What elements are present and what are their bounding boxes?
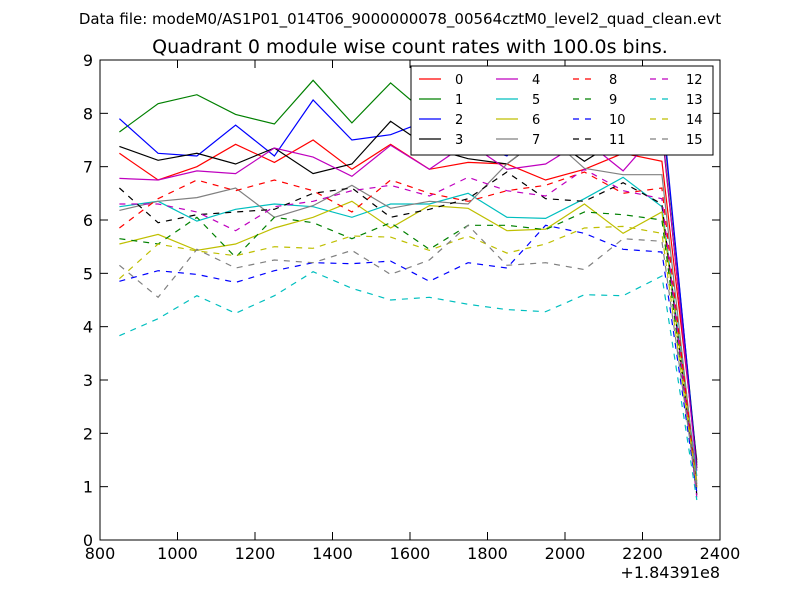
- legend-label-15: 15: [686, 133, 703, 148]
- x-tick-label: 2400: [700, 544, 741, 563]
- legend-label-0: 0: [455, 73, 463, 88]
- legend-label-14: 14: [686, 113, 703, 128]
- y-tick-label: 1: [83, 478, 93, 497]
- legend-label-13: 13: [686, 93, 703, 108]
- x-tick-label: 1400: [312, 544, 353, 563]
- x-tick-label: 1000: [157, 544, 198, 563]
- y-tick-label: 6: [83, 211, 93, 230]
- y-tick-label: 3: [83, 371, 93, 390]
- legend-label-7: 7: [532, 133, 540, 148]
- legend-label-9: 9: [609, 93, 617, 108]
- series-line-5: [119, 176, 698, 477]
- x-tick-label: 2000: [545, 544, 586, 563]
- legend-label-3: 3: [455, 133, 463, 148]
- y-tick-label: 4: [83, 318, 93, 337]
- legend-label-6: 6: [532, 113, 540, 128]
- y-tick-label: 9: [83, 51, 93, 70]
- legend-box: [410, 65, 714, 156]
- y-tick-label: 5: [83, 264, 93, 283]
- series-line-12: [119, 168, 698, 498]
- legend-label-11: 11: [609, 133, 626, 148]
- y-tick-label: 7: [83, 158, 93, 177]
- series-line-13: [119, 271, 698, 501]
- legend-label-5: 5: [532, 93, 540, 108]
- y-tick-label: 8: [83, 104, 93, 123]
- legend-label-10: 10: [609, 113, 626, 128]
- series-layer: [118, 79, 698, 501]
- y-tick-label: 0: [83, 531, 93, 550]
- x-tick-label: 1200: [235, 544, 276, 563]
- legend-label-8: 8: [609, 73, 617, 88]
- legend-label-2: 2: [455, 113, 463, 128]
- series-line-7: [119, 132, 698, 485]
- figure-suptitle: Data file: modeM0/AS1P01_014T06_90000000…: [79, 10, 721, 29]
- y-tick-label: 2: [83, 424, 93, 443]
- chart-title: Quadrant 0 module wise count rates with …: [152, 36, 668, 58]
- series-line-11: [118, 171, 698, 495]
- legend-label-12: 12: [686, 73, 703, 88]
- legend-label-4: 4: [532, 73, 540, 88]
- x-tick-label: 800: [85, 544, 116, 563]
- axis-ticks: 800 1000 1200 1400 1600 1800 2000 2200 240001234…: [83, 51, 741, 563]
- x-tick-label: 1800: [467, 544, 508, 563]
- series-line-8: [119, 171, 698, 487]
- series-line-14: [118, 225, 698, 487]
- series-line-10: [119, 224, 698, 493]
- series-line-6: [119, 200, 698, 482]
- series-line-15: [119, 224, 698, 490]
- x-axis-offset-label: +1.84391e8: [620, 563, 720, 582]
- x-tick-label: 2200: [622, 544, 663, 563]
- series-line-9: [119, 211, 698, 490]
- legend-label-1: 1: [455, 93, 463, 108]
- x-tick-label: 1600: [390, 544, 431, 563]
